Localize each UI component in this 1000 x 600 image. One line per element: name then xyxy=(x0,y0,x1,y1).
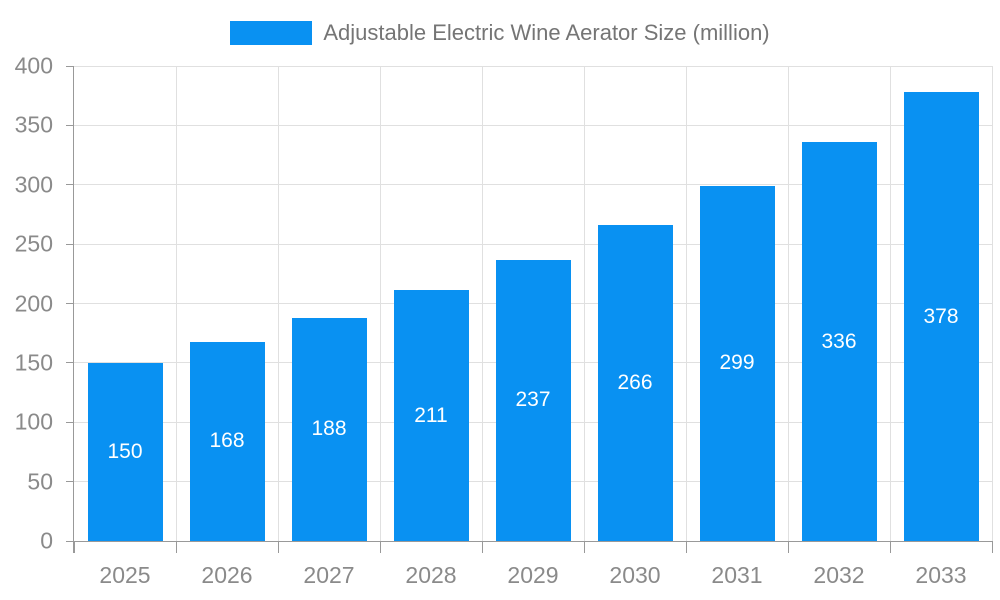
y-axis-label: 400 xyxy=(14,52,53,79)
y-axis-tick xyxy=(66,243,74,245)
bar-value-label: 188 xyxy=(311,417,347,441)
x-axis-tick xyxy=(787,541,789,553)
y-axis-label: 350 xyxy=(14,111,53,138)
bar-value-label: 150 xyxy=(107,439,143,463)
y-axis-tick xyxy=(66,65,74,67)
y-axis-tick xyxy=(66,362,74,364)
x-axis-label: 2026 xyxy=(201,562,253,588)
x-axis-line xyxy=(66,540,992,542)
x-axis-tick xyxy=(889,541,891,553)
y-axis-tick xyxy=(66,481,74,483)
x-axis-label: 2033 xyxy=(915,562,967,588)
bar: 168 xyxy=(189,341,265,541)
y-axis-tick xyxy=(66,421,74,423)
x-axis-tick xyxy=(685,541,687,553)
gridline-vertical xyxy=(685,66,687,541)
chart-legend: Adjustable Electric Wine Aerator Size (m… xyxy=(0,20,1000,46)
gridline-vertical xyxy=(277,66,279,541)
y-axis-label: 250 xyxy=(14,230,53,257)
bar: 188 xyxy=(291,317,367,541)
bar-value-label: 378 xyxy=(923,304,959,328)
gridline-horizontal xyxy=(74,184,992,186)
gridline-horizontal xyxy=(74,65,992,67)
legend-label: Adjustable Electric Wine Aerator Size (m… xyxy=(323,20,770,45)
x-axis-label: 2030 xyxy=(609,562,661,588)
y-axis-label: 200 xyxy=(14,290,53,316)
y-axis-tick xyxy=(66,124,74,126)
x-axis-label: 2031 xyxy=(711,562,763,588)
bar-value-label: 211 xyxy=(414,403,448,427)
gridline-vertical xyxy=(889,66,891,541)
x-axis-tick xyxy=(277,541,279,553)
bar: 336 xyxy=(801,142,877,541)
legend-swatch xyxy=(230,21,313,45)
gridline-vertical xyxy=(991,66,993,541)
bar-value-label: 299 xyxy=(719,351,755,375)
x-axis-tick xyxy=(481,541,483,553)
x-axis-tick xyxy=(175,541,177,553)
x-axis-tick xyxy=(73,541,75,553)
bar: 378 xyxy=(903,92,979,541)
x-axis-tick xyxy=(991,541,993,553)
x-axis-label: 2027 xyxy=(303,562,355,588)
gridline-vertical xyxy=(787,66,789,541)
gridline-vertical xyxy=(379,66,381,541)
bar-value-label: 336 xyxy=(821,329,857,353)
bar-value-label: 266 xyxy=(617,371,653,395)
x-axis-label: 2025 xyxy=(99,562,151,588)
y-axis-label: 0 xyxy=(40,527,53,554)
y-axis-tick xyxy=(66,184,74,186)
gridline-vertical xyxy=(583,66,585,541)
x-axis-tick xyxy=(379,541,381,553)
bar: 266 xyxy=(597,225,673,541)
x-axis-label: 2029 xyxy=(507,562,559,588)
bar: 237 xyxy=(495,259,571,541)
y-axis-label: 50 xyxy=(27,468,53,495)
y-axis-label: 100 xyxy=(14,408,53,435)
x-axis-label: 2028 xyxy=(405,562,457,588)
bar: 211 xyxy=(393,290,469,541)
y-axis-line xyxy=(73,66,74,553)
gridline-horizontal xyxy=(74,124,992,126)
gridline-vertical xyxy=(175,66,177,541)
gridline-vertical xyxy=(481,66,483,541)
bar: 299 xyxy=(699,185,775,541)
x-axis-tick xyxy=(583,541,585,553)
y-axis-label: 300 xyxy=(14,171,53,198)
bar-value-label: 237 xyxy=(515,388,551,412)
gridline-horizontal xyxy=(74,243,992,245)
bar: 150 xyxy=(87,362,163,541)
x-axis-label: 2032 xyxy=(813,562,865,588)
bar-value-label: 168 xyxy=(209,429,245,453)
y-axis-tick xyxy=(66,303,74,304)
y-axis-label: 150 xyxy=(14,349,53,376)
